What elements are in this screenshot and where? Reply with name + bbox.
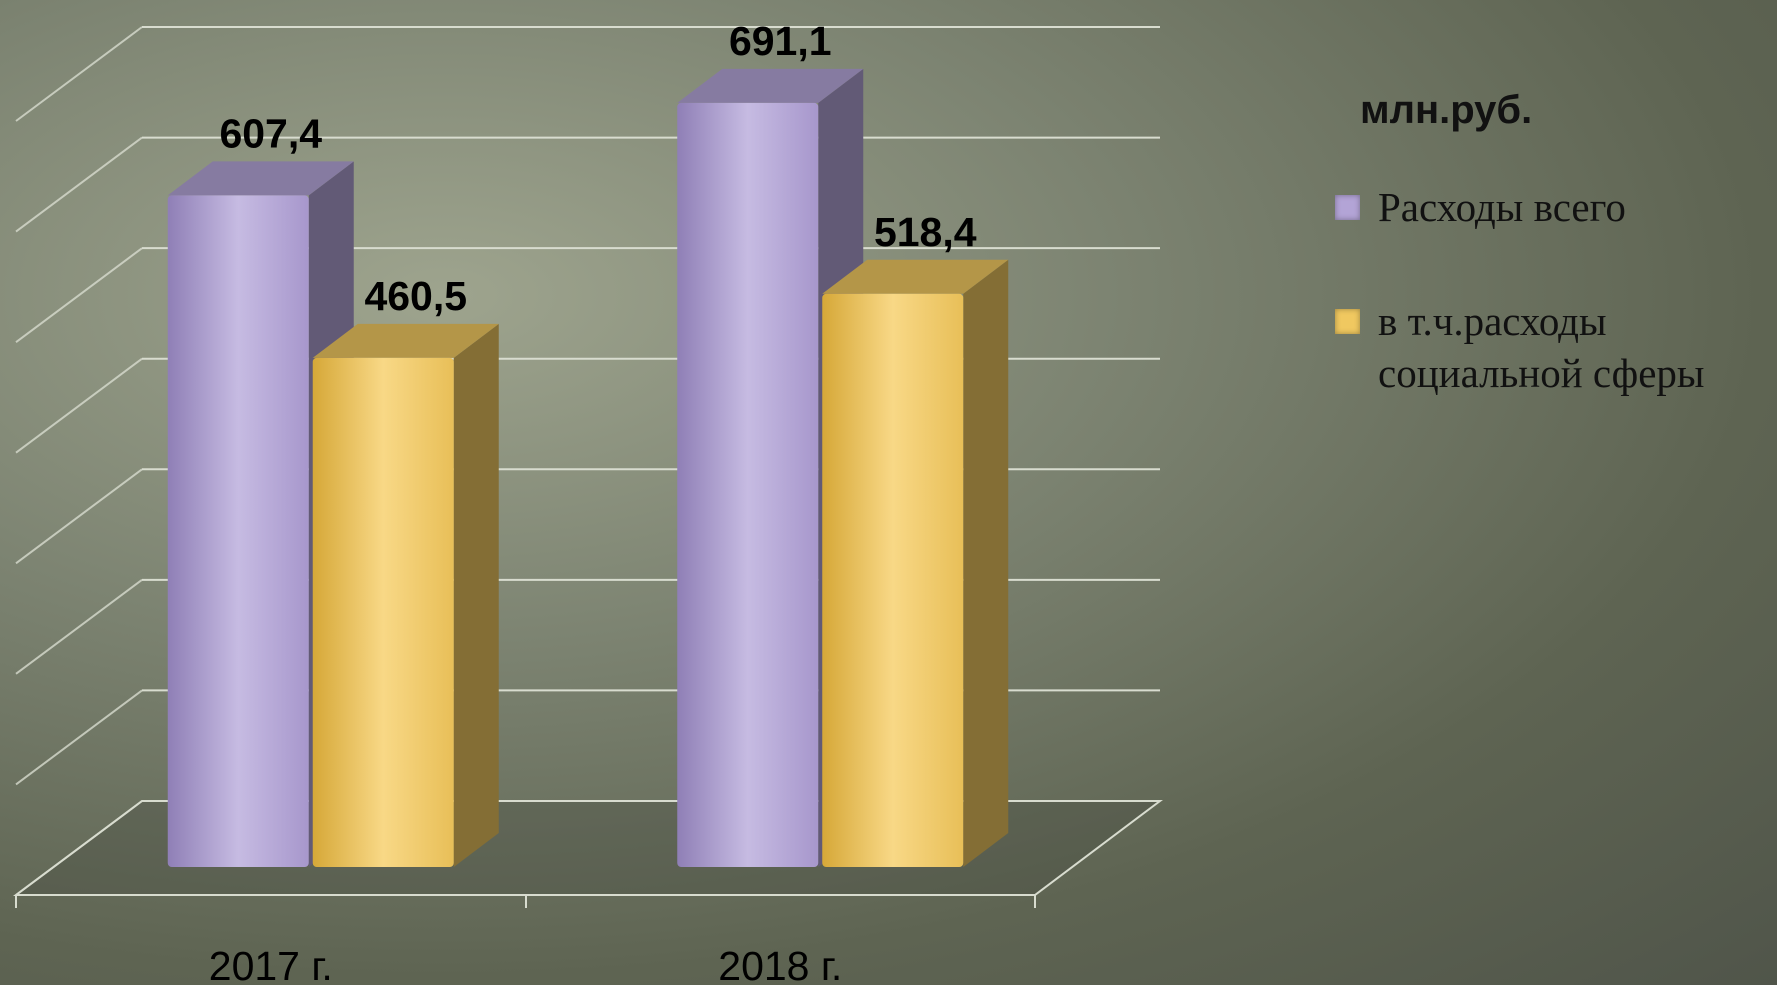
data-label: 607,4: [219, 110, 322, 156]
legend-label: Расходы всего: [1378, 184, 1626, 230]
unit-label: млн.руб.: [1360, 88, 1533, 132]
grid-line: [15, 689, 143, 786]
bar: [312, 357, 454, 867]
bar: [167, 195, 309, 867]
grid-line: [15, 247, 143, 343]
grid-line: [15, 579, 143, 675]
grid-line: [15, 468, 143, 565]
bar: [822, 293, 964, 867]
bar-top: [822, 259, 1009, 294]
legend-swatch: [1335, 309, 1360, 334]
data-label: 460,5: [364, 273, 467, 319]
legend-item: Расходы всего: [1335, 181, 1775, 233]
bar: [677, 102, 819, 867]
grid-line: [15, 26, 143, 122]
x-tick-label: 2018 г.: [718, 943, 842, 985]
data-label: 518,4: [874, 209, 977, 255]
legend-label: в т.ч.расходы социальной сферы: [1378, 298, 1705, 396]
bar-top: [167, 161, 354, 196]
grid-line: [15, 136, 143, 233]
grid-line: [15, 800, 143, 896]
x-tick-label: 2017 г.: [209, 943, 333, 985]
grid-line: [15, 357, 143, 454]
legend-swatch: [1335, 195, 1360, 220]
bar-side: [963, 259, 1009, 867]
bar-top: [677, 68, 864, 103]
data-label: 691,1: [729, 18, 832, 64]
legend: млн.руб. Расходы всего в т.ч.расходы соци…: [1335, 88, 1775, 461]
bar-side: [453, 323, 499, 867]
bar-top: [312, 323, 499, 358]
legend-item: в т.ч.расходы социальной сферы: [1335, 295, 1775, 399]
